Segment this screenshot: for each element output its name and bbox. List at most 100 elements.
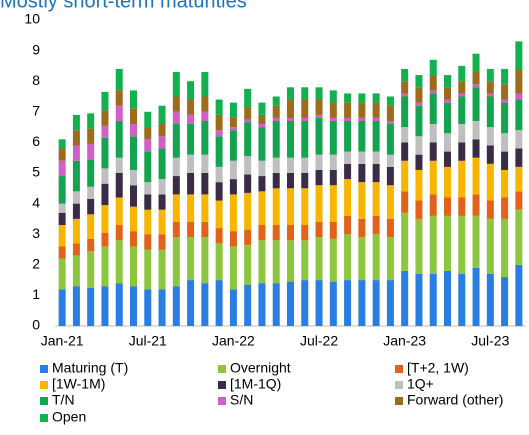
bar-segment (158, 179, 166, 195)
bar-segment (301, 173, 309, 189)
bar-segment (158, 124, 166, 137)
bar-segment (187, 237, 195, 281)
bar-segment (58, 258, 66, 290)
bar-segment (429, 215, 437, 274)
bar-segment (201, 237, 209, 284)
bar-segment (101, 110, 109, 126)
legend-label: T/N (52, 392, 75, 408)
bar-segment (444, 75, 451, 88)
bar-segment (301, 117, 309, 121)
bar-segment (458, 142, 466, 161)
bar-segment (486, 93, 494, 97)
bar-segment (415, 218, 423, 274)
bar-segment (58, 246, 66, 259)
bar-segment (115, 225, 123, 241)
bar-segment (72, 243, 80, 256)
bar-segment (401, 127, 409, 143)
bar-segment (201, 194, 209, 222)
bar-segment (315, 154, 323, 170)
bar-segment (130, 108, 137, 125)
bar-segment (215, 130, 223, 137)
bar-segment (229, 160, 237, 180)
bar-segment (458, 160, 466, 198)
bar-segment (329, 102, 337, 118)
bar-segment (58, 160, 66, 177)
bar-segment (172, 111, 180, 125)
bar-segment (201, 111, 209, 121)
legend-label: Overnight (230, 360, 291, 376)
bar-segment (515, 93, 523, 100)
bar-segment (58, 139, 66, 149)
legend-label: Forward (other) (407, 392, 503, 408)
bar-segment (272, 173, 280, 189)
bar-segment (130, 206, 137, 232)
bar-segment (72, 160, 80, 192)
bar-segment (229, 231, 237, 247)
bar-segment (87, 113, 95, 129)
bar-segment (444, 197, 451, 216)
bar-segment (187, 124, 195, 155)
bar-segment (401, 96, 409, 128)
x-tick-label: Jul-21 (129, 333, 167, 349)
bar-segment (87, 159, 95, 187)
x-tick-label: Jul-23 (471, 333, 509, 349)
bar-segment (201, 283, 209, 326)
bar-segment (215, 280, 223, 326)
bar-segment (258, 124, 266, 128)
bar-segment (115, 197, 123, 226)
bar-segment (372, 215, 380, 235)
bar-segment (444, 270, 451, 326)
bar-segment (130, 185, 137, 207)
bar-segment (244, 107, 252, 120)
bar-segment (401, 212, 409, 271)
legend-swatch (218, 381, 226, 389)
bar-segment (115, 68, 123, 91)
bar-segment (444, 102, 451, 134)
bar-segment (244, 119, 252, 123)
bar-segment (101, 205, 109, 233)
bar-segment (315, 185, 323, 222)
bar-segment (258, 240, 266, 284)
bar-segment (72, 191, 80, 204)
bar-segment (386, 185, 394, 219)
bar-segment (72, 255, 80, 287)
bar-segment (486, 200, 494, 219)
bar-segment (344, 179, 352, 216)
y-tick-label: 5 (32, 164, 40, 180)
bar-segment (172, 237, 180, 287)
bar-segment (444, 166, 451, 198)
bar-segment (329, 120, 337, 155)
bar-segment (144, 151, 152, 183)
bar-segment (501, 84, 509, 100)
bar-segment (329, 117, 337, 121)
bar-segment (87, 128, 95, 144)
bar-segment (415, 169, 423, 201)
bar-segment (301, 225, 309, 241)
bar-segment (372, 93, 380, 103)
y-tick-label: 10 (24, 11, 40, 27)
bar-segment (144, 249, 152, 290)
bar-segment (429, 142, 437, 161)
bar-segment (415, 273, 423, 326)
bar-segment (158, 249, 166, 290)
bar-segment (386, 237, 394, 281)
bar-segment (415, 105, 423, 137)
bar-segment (101, 91, 109, 111)
bar-segment (287, 173, 294, 189)
bar-segment (72, 203, 80, 219)
bar-segment (144, 289, 152, 326)
bar-segment (172, 194, 180, 222)
bar-segment (144, 139, 152, 152)
bar-segment (444, 133, 451, 152)
bar-segment (72, 114, 80, 131)
bar-segment (187, 280, 195, 326)
bar-segment (130, 136, 137, 170)
bar-segment (115, 283, 123, 326)
bar-segment (187, 99, 195, 115)
x-tick-label: Jan-21 (41, 333, 84, 349)
bar-segment (215, 136, 223, 167)
bar-segment (158, 105, 166, 125)
bar-segment (244, 229, 252, 245)
bar-segment (486, 145, 494, 164)
bar-segment (287, 117, 294, 121)
